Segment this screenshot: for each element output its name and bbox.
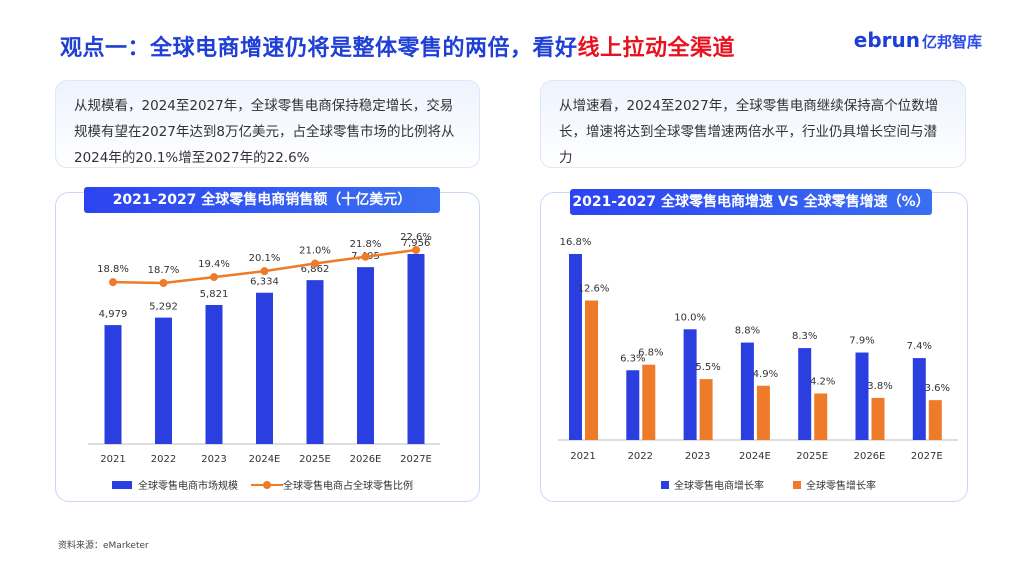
- share-point: [260, 267, 269, 276]
- retail-growth-bar: [699, 379, 713, 440]
- legend-swatch-retail-growth: [793, 481, 801, 489]
- legend-label-share: 全球零售电商占全球零售比例: [283, 479, 413, 492]
- legend-label-ecom-growth: 全球零售电商增长率: [674, 479, 764, 492]
- share-point: [361, 252, 370, 261]
- growth-chart-title: 2021-2027 全球零售电商增速 VS 全球零售增速（%）: [570, 189, 932, 215]
- page-title: 观点一：全球电商增速仍将是整体零售的两倍，看好线上拉动全渠道: [60, 30, 735, 62]
- source-note: 资料来源：eMarketer: [58, 541, 149, 551]
- sales-bar-label: 6,862: [301, 264, 330, 275]
- left-x-tick-label: 2025E: [299, 454, 331, 465]
- ecom-growth-bar: [855, 352, 869, 440]
- right-x-tick-label: 2027E: [911, 451, 943, 462]
- retail-growth-bar: [642, 364, 656, 440]
- sales-bar-label: 4,979: [99, 309, 128, 320]
- right-x-tick-label: 2022: [628, 451, 653, 462]
- share-label: 20.1%: [249, 253, 281, 264]
- ecom-growth-label: 7.4%: [907, 341, 932, 352]
- right-x-tick-label: 2023: [685, 451, 710, 462]
- legend-swatch-sales: [112, 481, 132, 489]
- ecom-growth-label: 10.0%: [674, 312, 706, 323]
- sales-bar: [306, 280, 324, 444]
- retail-growth-bar: [814, 393, 828, 440]
- ecom-growth-bar: [798, 348, 812, 440]
- share-label: 21.8%: [350, 239, 382, 250]
- share-point: [412, 246, 420, 254]
- retail-growth-bar: [585, 300, 598, 440]
- sales-bar-label: 5,292: [149, 302, 178, 313]
- share-label: 21.0%: [299, 246, 331, 257]
- retail-growth-label: 5.5%: [695, 362, 720, 373]
- ecom-growth-bar: [683, 329, 697, 440]
- sales-bar: [357, 267, 374, 444]
- retail-growth-label: 4.9%: [753, 369, 778, 380]
- left-x-tick-label: 2024E: [249, 454, 281, 465]
- left-x-tick-label: 2023: [201, 454, 226, 465]
- sales-bar-label: 6,334: [250, 277, 279, 288]
- share-label: 22.6%: [400, 232, 432, 243]
- retail-growth-bar: [928, 400, 942, 440]
- ecom-growth-bar: [740, 342, 754, 440]
- sales-bar: [104, 325, 122, 444]
- ecom-growth-label: 8.3%: [792, 331, 817, 342]
- sales-bar: [155, 317, 172, 444]
- retail-growth-label: 12.6%: [578, 284, 610, 295]
- legend-label-retail-growth: 全球零售增长率: [806, 479, 876, 492]
- logo-cn: 亿邦智库: [921, 33, 982, 51]
- legend-label-sales: 全球零售电商市场规模: [138, 479, 238, 492]
- sales-bar-label: 7,956: [402, 238, 431, 249]
- ecom-growth-label: 16.8%: [560, 237, 592, 248]
- ecom-growth-label: 6.3%: [620, 353, 645, 364]
- share-point: [109, 278, 117, 287]
- title-highlight: 线上拉动全渠道: [577, 36, 736, 61]
- left-x-tick-label: 2027E: [400, 454, 432, 465]
- share-label: 18.8%: [97, 264, 129, 275]
- sales-bar: [256, 292, 273, 444]
- growth-chart-panel: [540, 192, 968, 502]
- left-x-tick-label: 2022: [151, 454, 176, 465]
- ecom-growth-label: 8.8%: [735, 326, 760, 337]
- share-point: [311, 259, 319, 268]
- ebrun-logo: ebrun 亿邦智库: [854, 28, 982, 52]
- left-x-tick-label: 2021: [100, 454, 125, 465]
- logo-text: ebrun: [853, 28, 920, 52]
- retail-growth-label: 6.8%: [638, 348, 663, 359]
- right-x-tick-label: 2021: [570, 451, 595, 462]
- share-point: [210, 273, 218, 282]
- right-x-tick-label: 2026E: [854, 451, 886, 462]
- retail-growth-label: 3.8%: [867, 381, 892, 392]
- right-x-tick-label: 2024E: [739, 451, 771, 462]
- ecom-growth-label: 7.9%: [849, 336, 874, 347]
- retail-growth-bar: [871, 397, 885, 440]
- share-label: 18.7%: [148, 265, 180, 276]
- sales-bar: [407, 254, 425, 444]
- share-label: 19.4%: [198, 259, 230, 270]
- sales-bar: [205, 304, 223, 444]
- share-point: [159, 279, 168, 287]
- sales-chart-title: 2021-2027 全球零售电商销售额（十亿美元）: [84, 187, 440, 213]
- right-info-box: 从增速看，2024至2027年，全球零售电商继续保持高个位数增长，增速将达到全球…: [540, 80, 966, 168]
- legend-swatch-ecom-growth: [661, 481, 669, 489]
- left-info-box: 从规模看，2024至2027年，全球零售电商保持稳定增长，交易规模有望在2027…: [55, 80, 480, 168]
- left-x-tick-label: 2026E: [350, 454, 382, 465]
- retail-growth-label: 3.6%: [925, 383, 950, 394]
- ecom-growth-bar: [569, 254, 582, 440]
- ecom-growth-bar: [626, 370, 640, 440]
- ecom-growth-bar: [912, 358, 926, 440]
- retail-growth-label: 4.2%: [810, 377, 835, 388]
- right-x-tick-label: 2025E: [796, 451, 828, 462]
- title-main: 观点一：全球电商增速仍将是整体零售的两倍，看好: [60, 36, 578, 61]
- retail-growth-bar: [756, 385, 770, 440]
- legend-marker-share: [263, 481, 271, 489]
- sales-bar-label: 5,821: [200, 289, 229, 300]
